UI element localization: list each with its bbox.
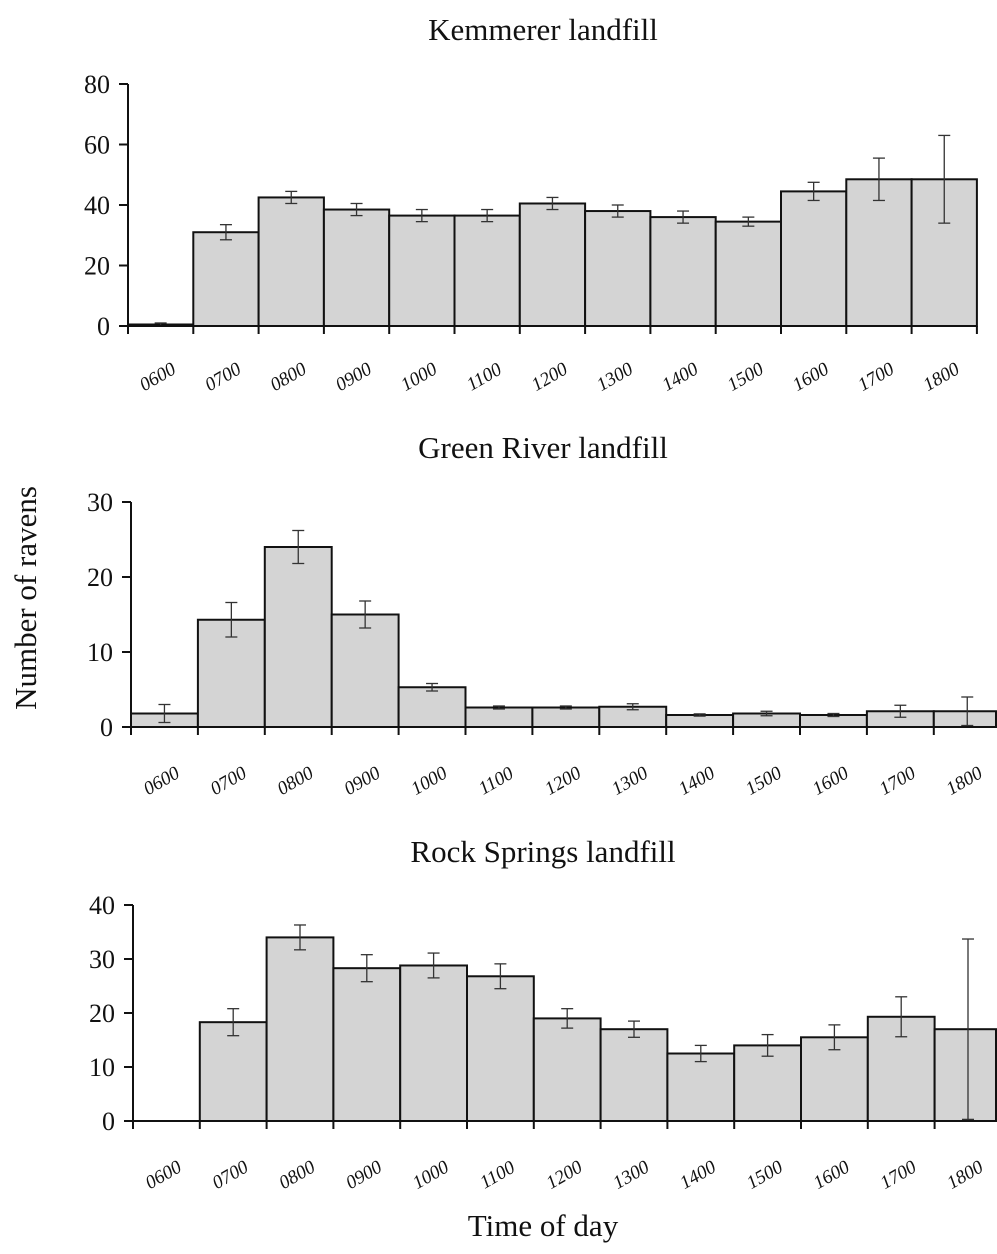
bar-1400	[666, 1052, 736, 1122]
x-tick-label: 1200	[541, 762, 585, 799]
bar-1200	[518, 202, 587, 327]
bar-1800	[932, 710, 997, 728]
bar-0900	[332, 967, 402, 1122]
x-tick-label: 0900	[332, 358, 376, 395]
y-tick-label: 0	[97, 312, 110, 341]
bar-1200	[531, 706, 601, 728]
x-tick-label: 0600	[142, 1156, 186, 1193]
x-tick-label: 0600	[140, 762, 184, 799]
x-tick-label: 1200	[528, 358, 572, 395]
x-tick-label: 1100	[463, 359, 506, 396]
x-tick-label: 1200	[543, 1156, 587, 1193]
x-tick-label: 1800	[943, 762, 987, 799]
x-tick-label: 1300	[593, 358, 637, 395]
bar-0800	[263, 546, 333, 728]
bar-1000	[397, 686, 467, 728]
x-tick-label: 1000	[408, 762, 452, 799]
bar-0900	[330, 613, 400, 728]
x-tick-label: 1100	[477, 1157, 520, 1194]
x-tick-label: 1300	[610, 1156, 654, 1193]
y-tick-label: 10	[87, 638, 113, 667]
y-tick-label: 40	[89, 891, 115, 920]
x-tick-label: 1700	[876, 762, 920, 799]
chart-title: Green River landfill	[418, 430, 668, 465]
bar-1600	[780, 190, 848, 327]
bar-1700	[845, 178, 913, 327]
x-tick-label: 1600	[789, 358, 833, 395]
x-tick-label: 1100	[475, 763, 518, 800]
bar-1400	[649, 216, 717, 328]
chart-panel-3: Rock Springs landfill 0 10 20 30 40 0600 0700 08…	[89, 834, 997, 1194]
y-tick-label: 20	[89, 999, 115, 1028]
x-tick-label: 0700	[209, 1156, 253, 1193]
x-tick-label: 0700	[201, 358, 245, 395]
chart-panel-1: Kemmerer landfill 0 20 40 60 80 0600 0700 0800 09…	[84, 12, 978, 396]
bar-1100	[464, 706, 534, 728]
x-tick-label: 0600	[136, 358, 180, 395]
bar-1000	[399, 964, 469, 1122]
bar-1800	[933, 1028, 997, 1122]
bar-1500	[714, 220, 783, 327]
x-tick-label: 1600	[810, 1156, 854, 1193]
bar-1000	[388, 214, 456, 327]
y-tick-label: 30	[87, 488, 113, 517]
bar-1100	[453, 214, 521, 327]
y-tick-label: 20	[84, 252, 110, 281]
x-tick-label: 1400	[675, 762, 719, 799]
chart-title: Rock Springs landfill	[410, 834, 675, 869]
x-tick-label: 0800	[274, 762, 318, 799]
x-tick-label: 1600	[809, 762, 853, 799]
bar-1300	[584, 210, 652, 327]
x-tick-label: 0800	[276, 1156, 320, 1193]
y-tick-label: 10	[89, 1053, 115, 1082]
x-tick-label: 1300	[608, 762, 652, 799]
x-tick-label: 1700	[854, 358, 898, 395]
bar-0800	[265, 936, 335, 1123]
x-tick-label: 1400	[659, 358, 703, 395]
chart-panels: Kemmerer landfill 0 20 40 60 80 0600 0700 0800 09…	[84, 12, 997, 1194]
x-tick-label: 0800	[267, 358, 311, 395]
bar-0700	[192, 231, 260, 328]
x-tick-label: 1800	[944, 1156, 988, 1193]
x-tick-label: 1000	[409, 1156, 453, 1193]
bar-0700	[198, 1021, 268, 1122]
x-tick-label: 1700	[877, 1156, 921, 1193]
x-axis-label: Time of day	[468, 1208, 619, 1243]
x-tick-label: 1400	[676, 1156, 720, 1193]
y-tick-label: 0	[102, 1107, 115, 1136]
bar-1100	[466, 975, 535, 1123]
x-tick-label: 1000	[397, 358, 441, 395]
y-tick-label: 80	[84, 70, 110, 99]
x-tick-label: 1500	[724, 358, 768, 395]
bar-1400	[665, 714, 735, 728]
bar-0800	[257, 196, 325, 327]
bar-1200	[532, 1017, 602, 1123]
bar-0900	[322, 208, 391, 328]
x-tick-label: 1800	[920, 358, 964, 395]
y-tick-label: 40	[84, 191, 110, 220]
y-tick-label: 0	[100, 713, 113, 742]
chart-panel-2: Green River landfill 0 10 20 30 0600 0700 0800 0…	[87, 430, 997, 800]
x-tick-label: 1500	[743, 1156, 787, 1193]
chart-title: Kemmerer landfill	[428, 12, 658, 47]
bar-1300	[599, 1028, 669, 1122]
x-tick-label: 1500	[742, 762, 786, 799]
y-tick-label: 60	[84, 131, 110, 160]
x-tick-label: 0900	[341, 762, 385, 799]
y-axis-label: Number of ravens	[8, 486, 43, 710]
y-tick-label: 30	[89, 945, 115, 974]
x-tick-label: 0900	[342, 1156, 386, 1193]
x-tick-label: 0700	[207, 762, 251, 799]
bar-1600	[800, 1036, 869, 1123]
y-tick-label: 20	[87, 563, 113, 592]
